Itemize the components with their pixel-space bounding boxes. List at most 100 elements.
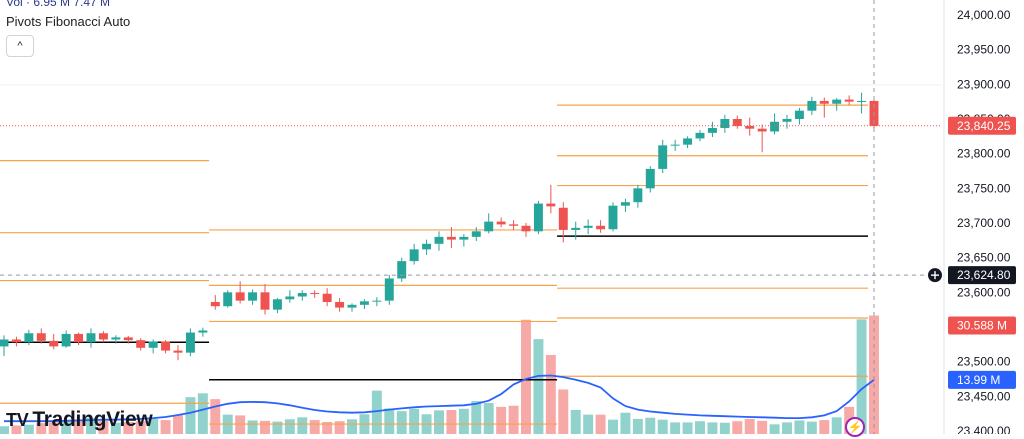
- collapse-legend-button[interactable]: ^: [6, 35, 34, 57]
- volume-bar: [869, 315, 879, 434]
- candle-body: [185, 332, 195, 353]
- volume-bar: [695, 421, 705, 434]
- price-axis[interactable]: 24,000.0023,950.0023,900.0023,850.0023,8…: [957, 8, 1011, 438]
- volume-bar: [409, 408, 420, 434]
- volume-bar: [533, 339, 544, 434]
- crosshair-plus-icon: [928, 268, 942, 283]
- crosshair: [0, 0, 942, 434]
- candle-body: [86, 333, 96, 343]
- candle-body: [49, 340, 59, 347]
- volume-bar: [135, 421, 146, 434]
- volume-bar: [434, 410, 444, 434]
- volume-bar: [570, 409, 581, 434]
- last-price-badge-text: 23,840.25: [957, 119, 1011, 133]
- crosshair-price-badge: 23,624.80: [948, 266, 1016, 285]
- volume-bar: [806, 421, 817, 434]
- candle-body: [148, 341, 158, 348]
- volume-bar: [11, 425, 22, 434]
- volume-bar: [608, 419, 618, 434]
- candle-body: [36, 333, 46, 341]
- volume-bar: [160, 420, 171, 434]
- candle-body: [335, 302, 345, 308]
- tradingview-logo-mark: TV: [6, 409, 29, 430]
- candle-body: [459, 236, 469, 240]
- pivots-legend[interactable]: Pivots Fibonacci Auto: [6, 14, 131, 29]
- volume-ma-line: [4, 374, 875, 423]
- volume-bar: [545, 354, 556, 434]
- price-tick-label: 23,750.00: [957, 181, 1011, 195]
- candle-body: [471, 231, 481, 237]
- candle-body: [857, 100, 867, 102]
- candle-body: [297, 293, 307, 297]
- candle-body: [707, 128, 717, 133]
- candle-body: [695, 132, 705, 139]
- volume-bar: [36, 423, 47, 434]
- candle-body: [732, 119, 742, 126]
- candle-body: [136, 340, 146, 348]
- volume-bar: [61, 420, 72, 434]
- volume-bar: [794, 420, 805, 434]
- volume-bar: [384, 408, 395, 434]
- candle-body: [173, 350, 183, 353]
- candle-body: [446, 236, 456, 240]
- candle-body: [620, 202, 630, 206]
- candle-body: [546, 203, 556, 207]
- price-tick-label: 23,650.00: [957, 251, 1011, 265]
- volume-badge: 30.588 M: [948, 316, 1016, 335]
- volume-bar: [446, 409, 457, 434]
- crosshair-price-badge-bg: [948, 266, 1016, 285]
- tradingview-logo[interactable]: TV TradingView: [6, 408, 153, 432]
- candle-body: [608, 205, 618, 230]
- volume-bar: [757, 420, 768, 434]
- volume-bar: [458, 408, 469, 434]
- candle-body: [322, 293, 332, 303]
- candle-body: [571, 227, 581, 230]
- lightning-icon[interactable]: ⚡: [845, 417, 865, 437]
- candle-body: [794, 110, 804, 119]
- ma-badge-text: 13.99 M: [957, 373, 1000, 387]
- candle-body: [521, 225, 531, 232]
- candle-body: [235, 292, 245, 301]
- tradingview-logo-text: TradingView: [32, 408, 153, 431]
- volume-bar: [210, 399, 221, 434]
- volume-bar: [831, 417, 842, 434]
- volume-bar: [309, 420, 320, 434]
- volume-bar: [632, 418, 643, 434]
- candle-body: [272, 299, 282, 310]
- volume-bar: [744, 418, 755, 434]
- volume-bar: [235, 415, 246, 434]
- candle-body: [683, 138, 693, 145]
- chevron-up-icon: ^: [17, 40, 23, 52]
- candle-body: [757, 128, 767, 132]
- volume-bar: [595, 414, 606, 434]
- candle-body: [844, 99, 854, 102]
- volume-bar: [521, 319, 531, 434]
- candle-body: [484, 221, 494, 232]
- volume-bar: [197, 393, 208, 434]
- volume-bar: [620, 412, 631, 434]
- price-tick-label: 23,400.00: [957, 424, 1011, 434]
- candle-body: [807, 100, 817, 111]
- candle-body: [384, 278, 394, 301]
- volume-bar: [173, 415, 183, 434]
- candle-body: [633, 188, 643, 203]
- volume-bar: [645, 417, 656, 434]
- candle-body: [596, 225, 606, 230]
- volume-bar: [347, 419, 357, 434]
- candle-body: [61, 333, 71, 347]
- price-tick-label: 23,950.00: [957, 43, 1011, 57]
- volume-bar: [819, 420, 830, 434]
- pivot-levels: [0, 104, 868, 425]
- volume-bar: [0, 426, 9, 434]
- candle-body: [720, 119, 730, 129]
- volume-ma-polyline: [4, 374, 875, 423]
- volume-bar: [719, 422, 730, 434]
- candle-body: [260, 292, 270, 310]
- volume-bar: [272, 421, 283, 434]
- candle-body: [198, 330, 208, 333]
- volume-bar: [508, 405, 519, 434]
- candle-body: [285, 296, 295, 300]
- price-tick-label: 23,700.00: [957, 216, 1011, 230]
